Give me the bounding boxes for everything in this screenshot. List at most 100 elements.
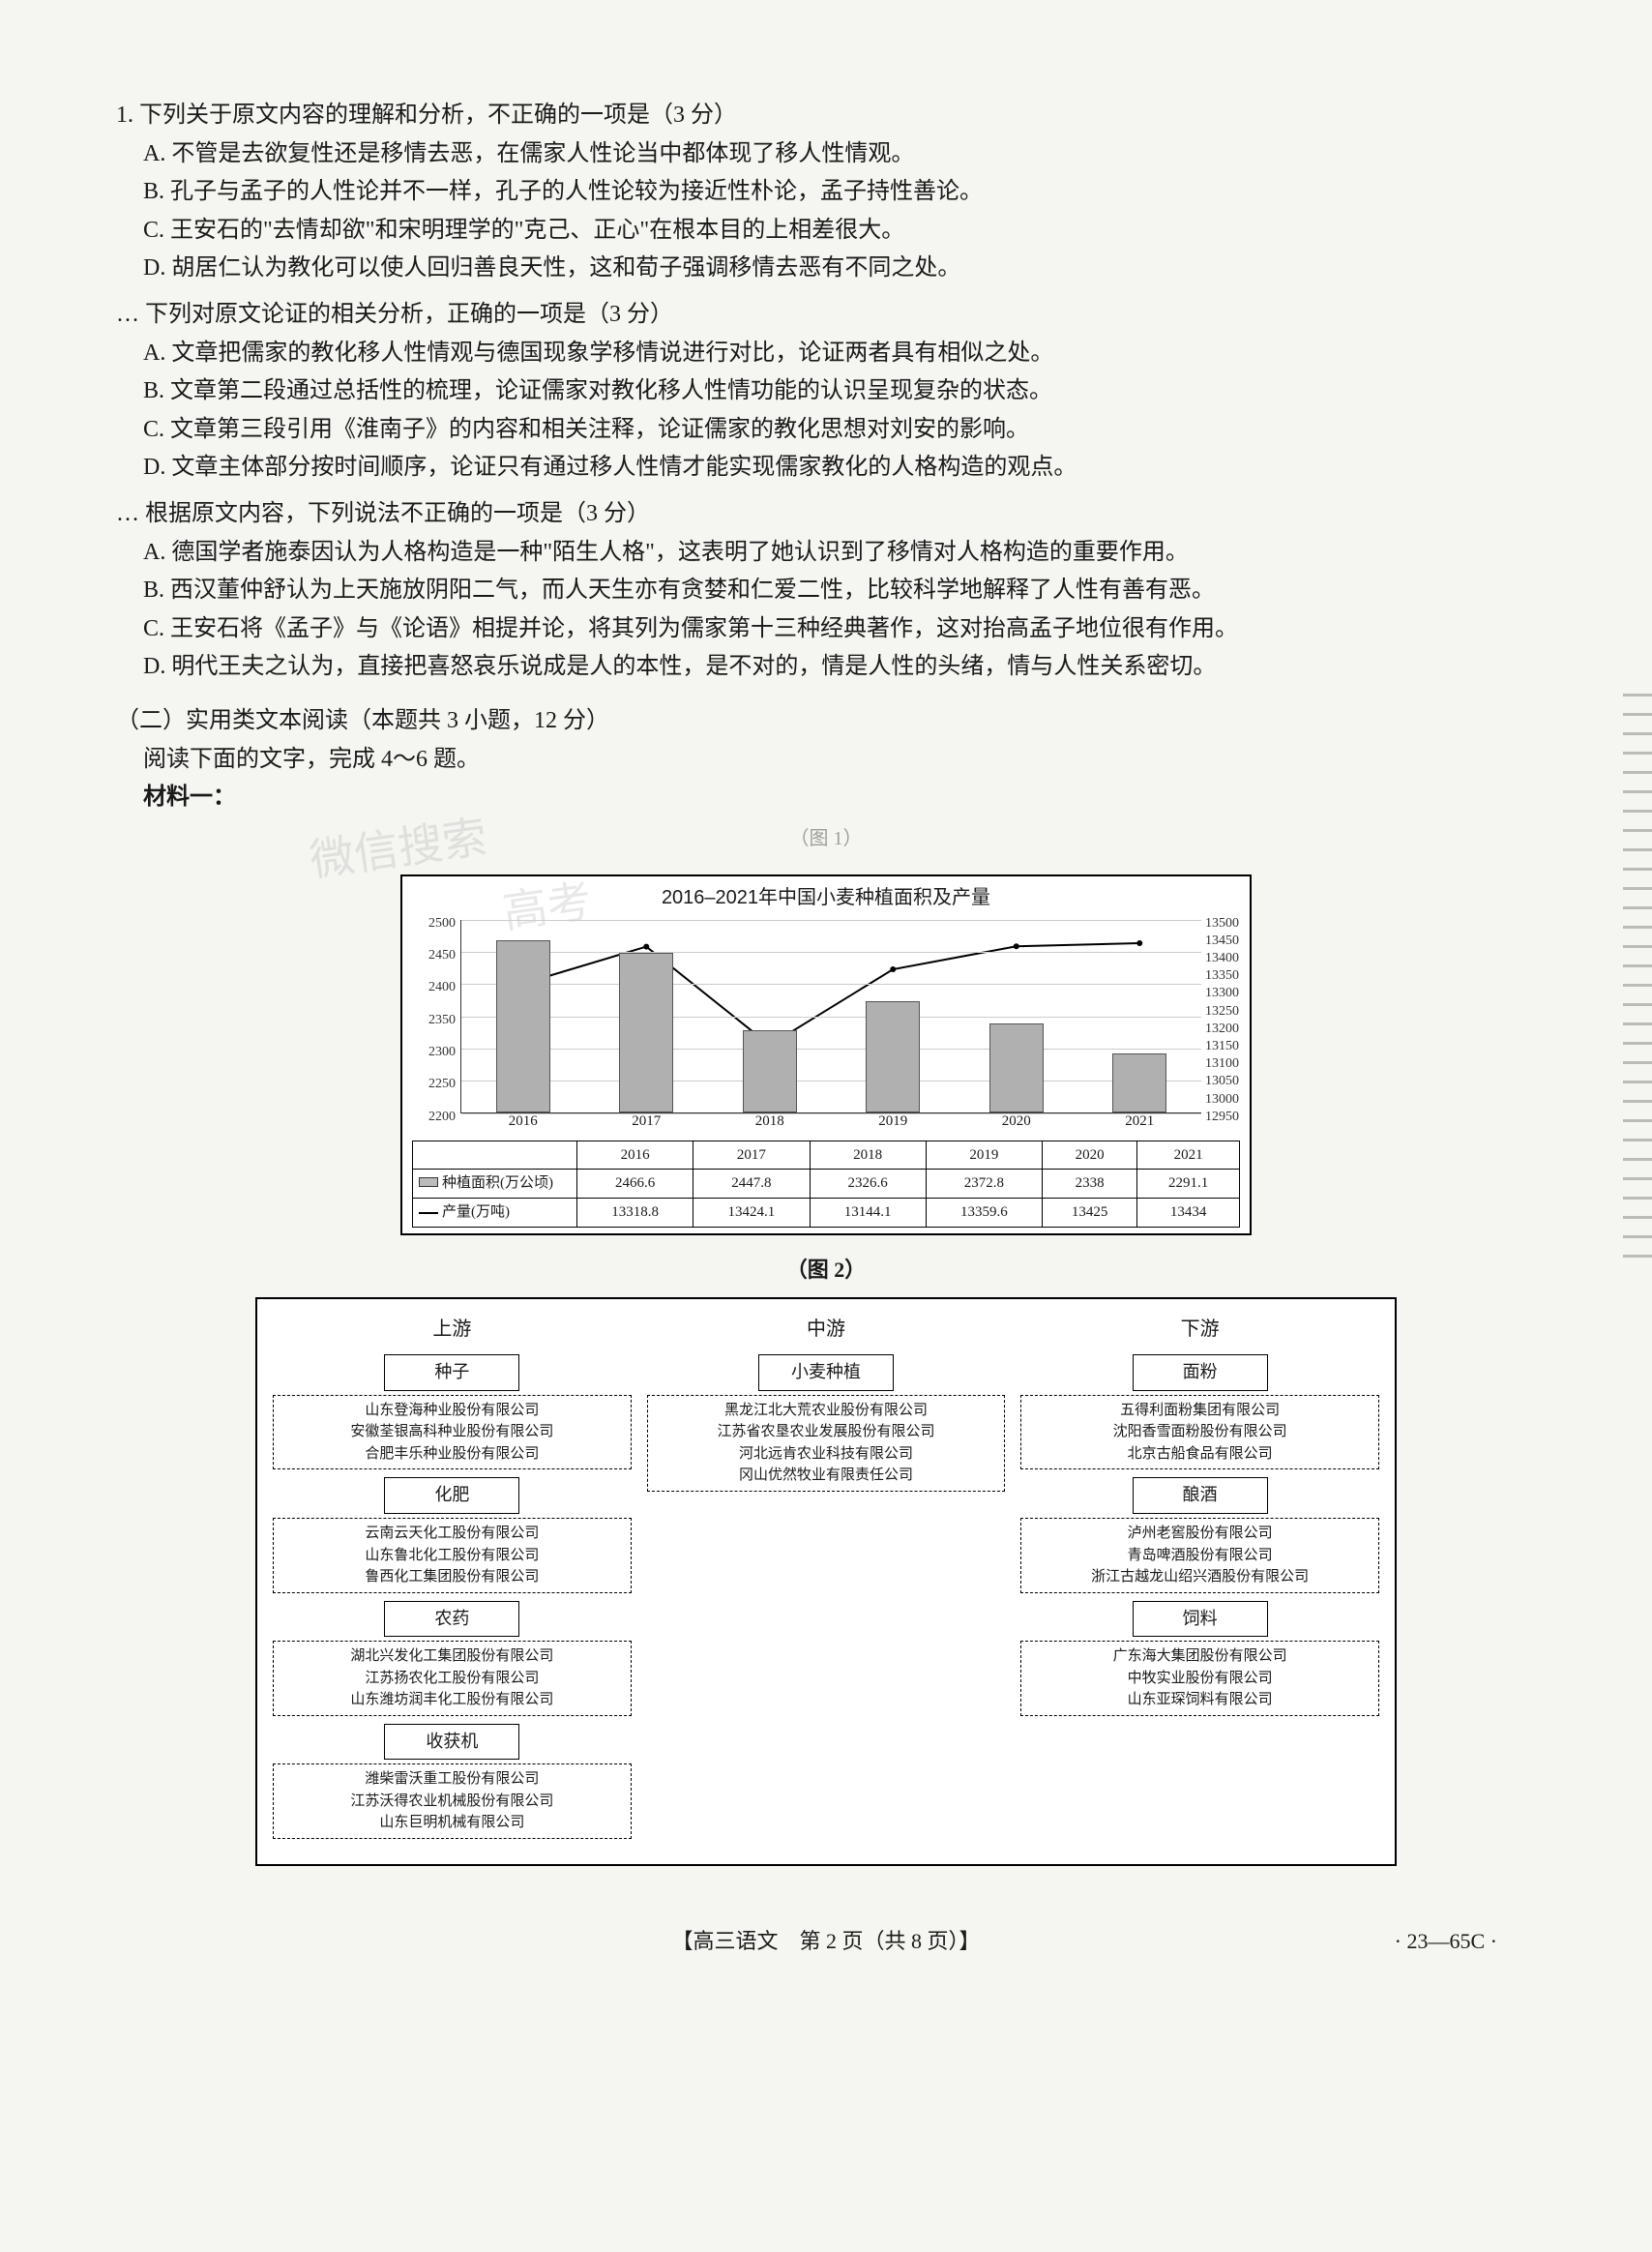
company-item: 云南云天化工股份有限公司 [281,1523,623,1545]
q1-option-c: C. 王安石的"去情却欲"和宋明理学的"克己、正心"在根本目的上相差很大。 [116,212,1536,251]
bar-2016 [496,940,550,1112]
chart-yield-label: 产量(万吨) [413,1199,577,1228]
midstream-header: 中游 [647,1313,1006,1347]
bar-2017 [619,953,673,1112]
company-item: 河北远肯农业科技有限公司 [656,1443,997,1466]
x-label-2021: 2021 [1110,1110,1168,1134]
upstream-companies-2: 湖北兴发化工集团股份有限公司江苏扬农化工股份有限公司山东潍坊润丰化工股份有限公司 [273,1641,632,1716]
q2-option-b: B. 文章第二段通过总括性的梳理，论证儒家对教化移人性情功能的认识呈现复杂的状态… [116,372,1536,411]
q3-option-b: B. 西汉董仲舒认为上天施放阴阳二气，而人天生亦有贪婪和仁爱二性，比较科学地解释… [116,572,1536,610]
downstream-category-2: 饲料 [1133,1601,1268,1638]
x-label-2019: 2019 [864,1110,922,1134]
gridline [461,1049,1201,1050]
y-left-tick: 2300 [417,1041,456,1063]
company-item: 山东鲁北化工股份有限公司 [281,1545,623,1567]
company-item: 沈阳香雪面粉股份有限公司 [1029,1421,1371,1443]
downstream-column: 下游 面粉五得利面粉集团有限公司沈阳香雪面粉股份有限公司北京古船食品有限公司酿酒… [1020,1313,1379,1847]
y-right-tick: 12950 [1205,1106,1250,1128]
x-label-2017: 2017 [617,1110,675,1134]
material-1-label: 材料一： [116,779,1536,817]
downstream-companies-2: 广东海大集团股份有限公司中牧实业股份有限公司山东亚琛饲料有限公司 [1020,1641,1379,1716]
chart-year-3: 2019 [926,1141,1042,1170]
footer-center: 【高三语文 第 2 页（共 8 页）】 [329,1924,1323,1959]
area-v3: 2372.8 [926,1170,1042,1199]
x-label-2018: 2018 [741,1110,799,1134]
y-left-tick: 2500 [417,912,456,934]
chart-header-row: 2016 2017 2018 2019 2020 2021 [413,1141,1240,1170]
company-item: 湖北兴发化工集团股份有限公司 [281,1645,623,1668]
footer-right: · 23—65C · [1323,1924,1497,1959]
downstream-header: 下游 [1020,1313,1379,1347]
q2-option-d: D. 文章主体部分按时间顺序，论证只有通过移人性情才能实现儒家教化的人格构造的观… [116,449,1536,488]
y-left-tick: 2350 [417,1009,456,1031]
supply-chain-diagram: 上游 种子山东登海种业股份有限公司安徽荃银高科种业股份有限公司合肥丰乐种业股份有… [255,1297,1397,1866]
q2-option-a: A. 文章把儒家的教化移人性情观与德国现象学移情说进行对比，论证两者具有相似之处… [116,335,1536,373]
fig1-label-area: （图 1） [116,823,1536,855]
q1-stem: 1. 下列关于原文内容的理解和分析，不正确的一项是（3 分） [116,97,1536,135]
company-item: 五得利面粉集团有限公司 [1029,1400,1371,1422]
yield-v1: 13424.1 [693,1199,810,1228]
bar-2018 [743,1030,797,1111]
chart-year-0: 2016 [577,1141,693,1170]
question-3: … 根据原文内容，下列说法不正确的一项是（3 分） A. 德国学者施泰因认为人格… [116,495,1536,687]
section-2-title: （二）实用类文本阅读（本题共 3 小题，12 分） [116,702,1536,741]
gridline [461,952,1201,953]
company-item: 合肥丰乐种业股份有限公司 [281,1443,623,1466]
area-v5: 2291.1 [1137,1170,1240,1199]
x-label-2020: 2020 [988,1110,1046,1134]
upstream-header: 上游 [273,1313,632,1347]
upstream-category-1: 化肥 [384,1477,519,1514]
chart-data-table: 2016 2017 2018 2019 2020 2021 种植面积(万公顷) … [412,1141,1240,1228]
company-item: 潍柴雷沃重工股份有限公司 [281,1768,623,1791]
company-item: 北京古船食品有限公司 [1029,1443,1371,1466]
company-item: 中牧实业股份有限公司 [1029,1668,1371,1690]
footer-spacer [155,1924,329,1959]
company-item: 山东潍坊润丰化工股份有限公司 [281,1689,623,1711]
y-left-tick: 2400 [417,976,456,998]
question-1: 1. 下列关于原文内容的理解和分析，不正确的一项是（3 分） A. 不管是去欲复… [116,97,1536,288]
y-left-tick: 2250 [417,1073,456,1095]
upstream-companies-1: 云南云天化工股份有限公司山东鲁北化工股份有限公司鲁西化工集团股份有限公司 [273,1518,632,1593]
x-label-2016: 2016 [494,1110,552,1134]
midstream-column: 中游 小麦种植黑龙江北大荒农业股份有限公司江苏省农垦农业发展股份有限公司河北远肯… [647,1313,1006,1847]
yield-v2: 13144.1 [810,1199,926,1228]
upstream-companies-0: 山东登海种业股份有限公司安徽荃银高科种业股份有限公司合肥丰乐种业股份有限公司 [273,1395,632,1470]
chart-area-row: 种植面积(万公顷) 2466.6 2447.8 2326.6 2372.8 23… [413,1170,1240,1199]
chart-year-4: 2020 [1043,1141,1137,1170]
midstream-category-0: 小麦种植 [758,1354,894,1391]
downstream-companies-1: 泸州老窖股份有限公司青岛啤酒股份有限公司浙江古越龙山绍兴酒股份有限公司 [1020,1518,1379,1593]
yield-v4: 13425 [1043,1199,1137,1228]
chart-year-1: 2017 [693,1141,810,1170]
upstream-category-2: 农药 [384,1601,519,1638]
chart-title: 2016–2021年中国小麦种植面积及产量 [402,876,1250,916]
y-left-tick: 2450 [417,944,456,966]
yield-v5: 13434 [1137,1199,1240,1228]
company-item: 广东海大集团股份有限公司 [1029,1645,1371,1668]
q1-option-b: B. 孔子与孟子的人性论并不一样，孔子的人性论较为接近性朴论，孟子持性善论。 [116,173,1536,212]
company-item: 冈山优然牧业有限责任公司 [656,1465,997,1487]
upstream-category-3: 收获机 [384,1724,519,1761]
yield-v3: 13359.6 [926,1199,1042,1228]
chart-corner-cell [413,1141,577,1170]
company-item: 山东登海种业股份有限公司 [281,1400,623,1422]
company-item: 江苏沃得农业机械股份有限公司 [281,1791,623,1813]
company-item: 山东巨明机械有限公司 [281,1812,623,1834]
upstream-column: 上游 种子山东登海种业股份有限公司安徽荃银高科种业股份有限公司合肥丰乐种业股份有… [273,1313,632,1847]
y-left-tick: 2200 [417,1106,456,1128]
q3-stem: … 根据原文内容，下列说法不正确的一项是（3 分） [116,495,1536,534]
q1-option-a: A. 不管是去欲复性还是移情去恶，在儒家人性论当中都体现了移人性情观。 [116,135,1536,174]
downstream-category-0: 面粉 [1133,1354,1268,1391]
upstream-companies-3: 潍柴雷沃重工股份有限公司江苏沃得农业机械股份有限公司山东巨明机械有限公司 [273,1763,632,1839]
bar-2019 [866,1001,920,1112]
gridline [461,1081,1201,1082]
company-item: 江苏扬农化工股份有限公司 [281,1668,623,1690]
gridline [461,920,1201,921]
scan-artifact-right [1623,677,1652,1258]
chart-area-label: 种植面积(万公顷) [413,1170,577,1199]
downstream-category-1: 酿酒 [1133,1477,1268,1514]
area-v4: 2338 [1043,1170,1137,1199]
bar-2021 [1112,1053,1166,1112]
downstream-companies-0: 五得利面粉集团有限公司沈阳香雪面粉股份有限公司北京古船食品有限公司 [1020,1395,1379,1470]
area-v1: 2447.8 [693,1170,810,1199]
chart-yield-row: 产量(万吨) 13318.8 13424.1 13144.1 13359.6 1… [413,1199,1240,1228]
